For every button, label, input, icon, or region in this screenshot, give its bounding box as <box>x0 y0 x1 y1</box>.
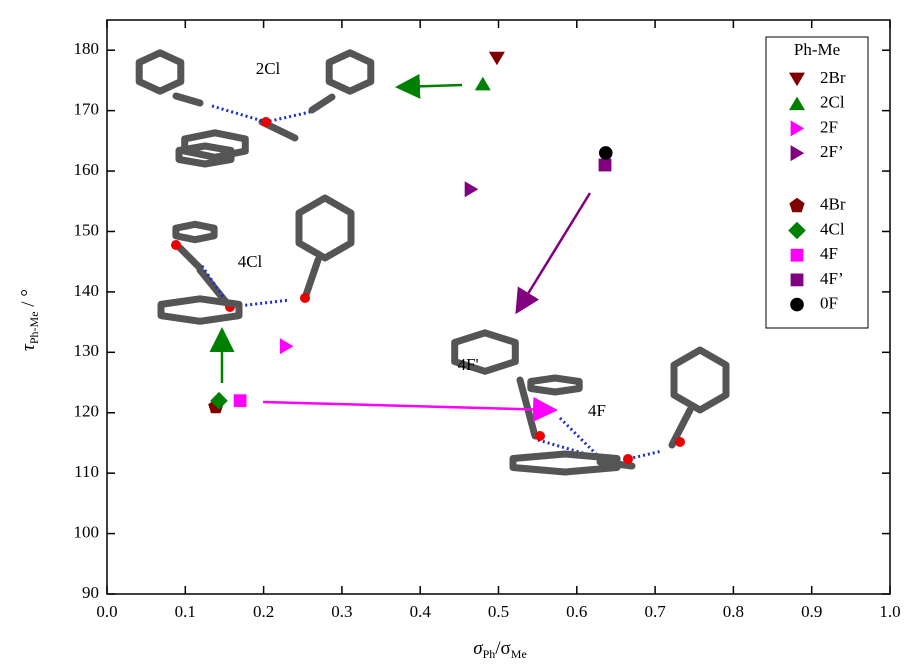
x-axis-label: σPh/σMe <box>473 638 527 660</box>
arrows <box>222 85 590 410</box>
bond <box>176 96 200 103</box>
x-tick-label: 0.2 <box>253 602 274 621</box>
y-label-part: / ° <box>18 289 39 311</box>
arrow <box>518 193 590 310</box>
legend-box <box>766 37 868 328</box>
x-tick-label: 0.9 <box>801 602 822 621</box>
bond <box>180 248 200 268</box>
legend-marker <box>790 298 804 312</box>
legend-label: 4Cl <box>820 219 845 238</box>
y-tick-label: 140 <box>74 281 100 300</box>
bond <box>312 97 332 110</box>
legend-marker <box>791 249 804 262</box>
atom <box>171 240 181 250</box>
x-tick-label: 0.1 <box>175 602 196 621</box>
legend-label: 4Br <box>820 195 846 214</box>
y-tick-label: 150 <box>74 220 100 239</box>
x-tick-label: 0.5 <box>488 602 509 621</box>
legend-label: 2Br <box>820 68 846 87</box>
y-tick-label: 100 <box>74 522 100 541</box>
legend-marker <box>791 274 804 287</box>
atom <box>675 437 685 447</box>
h-bond <box>212 106 310 122</box>
x-tick-label: 0.3 <box>331 602 352 621</box>
x-tick-label: 0.6 <box>566 602 587 621</box>
scatter-point <box>465 181 479 197</box>
x-tick-label: 0.4 <box>410 602 432 621</box>
y-tick-label: 160 <box>74 160 100 179</box>
y-tick-label: 90 <box>82 583 99 602</box>
ring <box>176 224 214 239</box>
y-tick-label: 180 <box>74 39 100 58</box>
x-label-part: Ph <box>483 647 496 661</box>
y-tick-label: 110 <box>74 462 99 481</box>
ring <box>674 350 726 410</box>
arrow <box>263 402 553 410</box>
y-tick-label: 120 <box>74 402 100 421</box>
x-tick-label: 0.8 <box>723 602 744 621</box>
x-tick-label: 0.0 <box>96 602 117 621</box>
legend-label: 2F’ <box>820 142 844 161</box>
atom <box>623 454 633 464</box>
atom <box>300 293 310 303</box>
legend-label: 2Cl <box>820 93 845 112</box>
legend-label: 2F <box>820 117 838 136</box>
legend-title: Ph-Me <box>794 40 840 59</box>
y-tick-label: 170 <box>74 100 100 119</box>
scatter-point <box>599 146 613 160</box>
bond <box>305 260 318 298</box>
scatter-point <box>234 394 247 407</box>
x-label-part: /σ <box>495 638 511 659</box>
y-label-part: Ph-Me <box>27 311 41 344</box>
legend-label: 0F <box>820 294 838 313</box>
arrow <box>400 85 462 87</box>
x-label-part: Me <box>511 647 527 661</box>
legend-label: 4F <box>820 244 838 263</box>
legend-label: 4F’ <box>820 269 844 288</box>
scatter-point <box>475 77 491 91</box>
atom <box>261 117 271 127</box>
molecules <box>139 53 726 472</box>
x-tick-label: 1.0 <box>879 602 900 621</box>
scatter-point <box>489 52 505 66</box>
scatter-point <box>599 159 612 172</box>
y-axis-label: τPh-Me / ° <box>18 289 40 351</box>
annotation: 2Cl <box>256 59 281 78</box>
annotation: 4Cl <box>238 252 263 271</box>
atom <box>535 431 545 441</box>
chart: 2Cl 4Cl 4F' 4F σPh/σMe τPh-Me / ° 0.0 0.1… <box>0 0 908 664</box>
annotation: 4F' <box>457 355 478 374</box>
y-tick-label: 130 <box>74 341 100 360</box>
ring <box>329 53 371 91</box>
ring <box>531 378 579 392</box>
scatter-point <box>280 338 294 354</box>
annotation: 4F <box>588 401 606 420</box>
x-tick-label: 0.7 <box>644 602 666 621</box>
ring <box>299 198 351 258</box>
ring <box>139 53 181 91</box>
